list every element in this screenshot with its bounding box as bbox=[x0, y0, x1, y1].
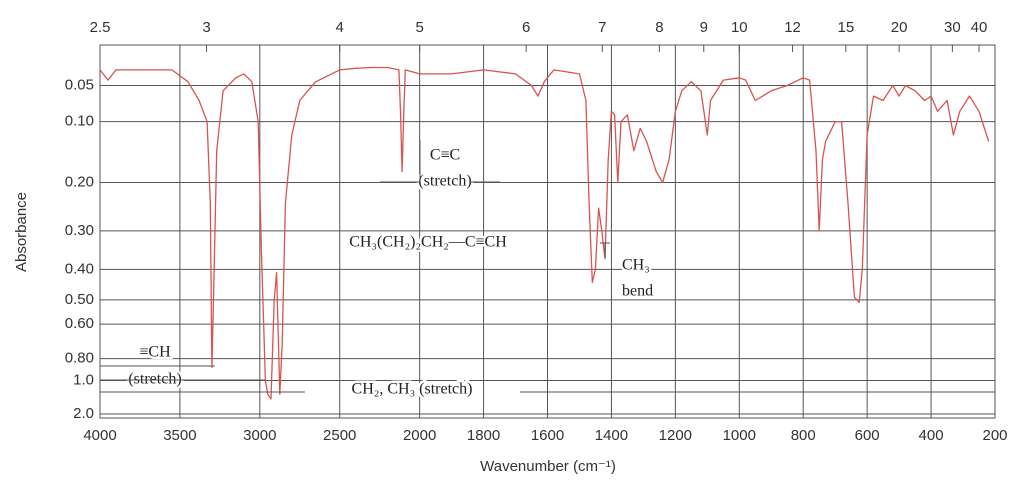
x-axis-label: Wavenumber (cm⁻¹) bbox=[480, 458, 616, 475]
x-tick-label: 1400 bbox=[595, 427, 628, 444]
x-tick-label: 200 bbox=[982, 427, 1007, 444]
x-tick-label: 2500 bbox=[323, 427, 356, 444]
y-tick-label: 2.0 bbox=[73, 405, 94, 422]
annotation: CH₃(CH₂)₂CH₂—C≡CH bbox=[349, 234, 507, 251]
y-tick-label: 0.30 bbox=[65, 222, 94, 239]
x2-tick-label: 5 bbox=[415, 19, 423, 36]
x2-tick-label: 3 bbox=[202, 19, 210, 36]
x-tick-label: 1800 bbox=[467, 427, 500, 444]
x-tick-label: 1000 bbox=[723, 427, 756, 444]
y-tick-label: 0.40 bbox=[65, 260, 94, 277]
y-tick-label: 0.50 bbox=[65, 291, 94, 308]
x2-tick-label: 8 bbox=[655, 19, 663, 36]
annotation: C≡C bbox=[430, 147, 460, 164]
y-tick-label: 0.05 bbox=[65, 77, 94, 94]
annotation: bend bbox=[622, 283, 653, 300]
y-tick-label: 0.60 bbox=[65, 315, 94, 332]
x2-tick-label: 20 bbox=[891, 19, 908, 36]
x2-tick-label: 12 bbox=[784, 19, 801, 36]
x-tick-label: 400 bbox=[919, 427, 944, 444]
x2-tick-label: 4 bbox=[336, 19, 344, 36]
x2-tick-label: 7 bbox=[598, 19, 606, 36]
x2-tick-label: 10 bbox=[731, 19, 748, 36]
annotation: CH₃ bbox=[622, 257, 650, 274]
x-tick-label: 800 bbox=[791, 427, 816, 444]
annotation: CH₂, CH₃ (stretch) bbox=[352, 381, 473, 398]
y-tick-label: 0.80 bbox=[65, 350, 94, 367]
y-axis-label: Absorbance bbox=[13, 192, 30, 272]
x-tick-label: 3000 bbox=[243, 427, 276, 444]
annotation: (stretch) bbox=[418, 173, 471, 190]
x2-tick-label: 30 bbox=[944, 19, 961, 36]
y-tick-label: 1.0 bbox=[73, 371, 94, 388]
x-tick-label: 4000 bbox=[83, 427, 116, 444]
annotation: (stretch) bbox=[128, 371, 181, 388]
x2-tick-label: 15 bbox=[837, 19, 854, 36]
x-tick-label: 600 bbox=[855, 427, 880, 444]
x2-tick-label: 2.5 bbox=[90, 19, 111, 36]
spectrum-line bbox=[99, 66, 990, 400]
x-tick-label: 2000 bbox=[403, 427, 436, 444]
x-tick-label: 1600 bbox=[531, 427, 564, 444]
x2-tick-label: 40 bbox=[971, 19, 988, 36]
y-tick-label: 0.20 bbox=[65, 174, 94, 191]
x-tick-label: 3500 bbox=[163, 427, 196, 444]
annotation: ≡CH bbox=[139, 344, 171, 361]
y-tick-label: 0.10 bbox=[65, 113, 94, 130]
x2-tick-label: 9 bbox=[700, 19, 708, 36]
x-tick-label: 1200 bbox=[659, 427, 692, 444]
x2-tick-label: 6 bbox=[522, 19, 530, 36]
